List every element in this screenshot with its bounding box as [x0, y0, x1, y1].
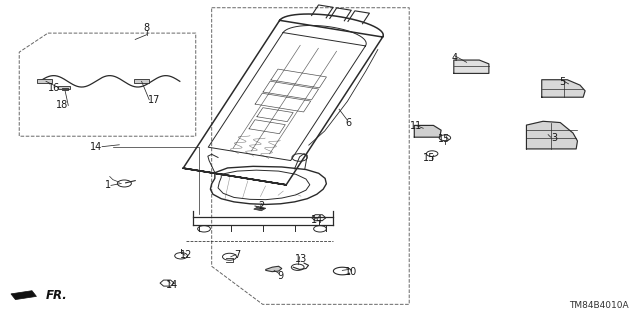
Text: 10: 10 — [344, 267, 356, 277]
Text: 13: 13 — [295, 254, 307, 264]
Text: 11: 11 — [410, 121, 422, 131]
Text: 18: 18 — [56, 100, 68, 110]
Polygon shape — [454, 60, 489, 73]
Text: 16: 16 — [47, 83, 60, 93]
Text: 14: 14 — [90, 142, 102, 152]
Polygon shape — [541, 80, 585, 97]
Text: 6: 6 — [346, 117, 352, 128]
Polygon shape — [527, 121, 577, 149]
Text: 5: 5 — [559, 77, 565, 87]
Text: 14: 14 — [310, 215, 323, 225]
Text: 14: 14 — [166, 280, 179, 290]
Text: 9: 9 — [277, 271, 284, 281]
Text: 4: 4 — [452, 53, 458, 63]
Bar — [58, 86, 70, 89]
Text: 7: 7 — [234, 250, 240, 260]
Bar — [37, 79, 52, 83]
Polygon shape — [266, 266, 282, 272]
Text: 3: 3 — [552, 133, 557, 143]
Text: 8: 8 — [143, 23, 150, 33]
Text: 12: 12 — [180, 250, 193, 260]
Text: TM84B4010A: TM84B4010A — [570, 301, 629, 310]
Text: 17: 17 — [148, 95, 161, 105]
Text: FR.: FR. — [46, 289, 68, 302]
Text: 1: 1 — [106, 180, 111, 190]
Polygon shape — [253, 207, 266, 211]
Bar — [134, 79, 149, 83]
Text: 2: 2 — [259, 201, 264, 211]
Text: 15: 15 — [438, 134, 451, 144]
Text: 15: 15 — [424, 153, 436, 164]
Polygon shape — [11, 291, 36, 300]
Polygon shape — [414, 125, 441, 137]
